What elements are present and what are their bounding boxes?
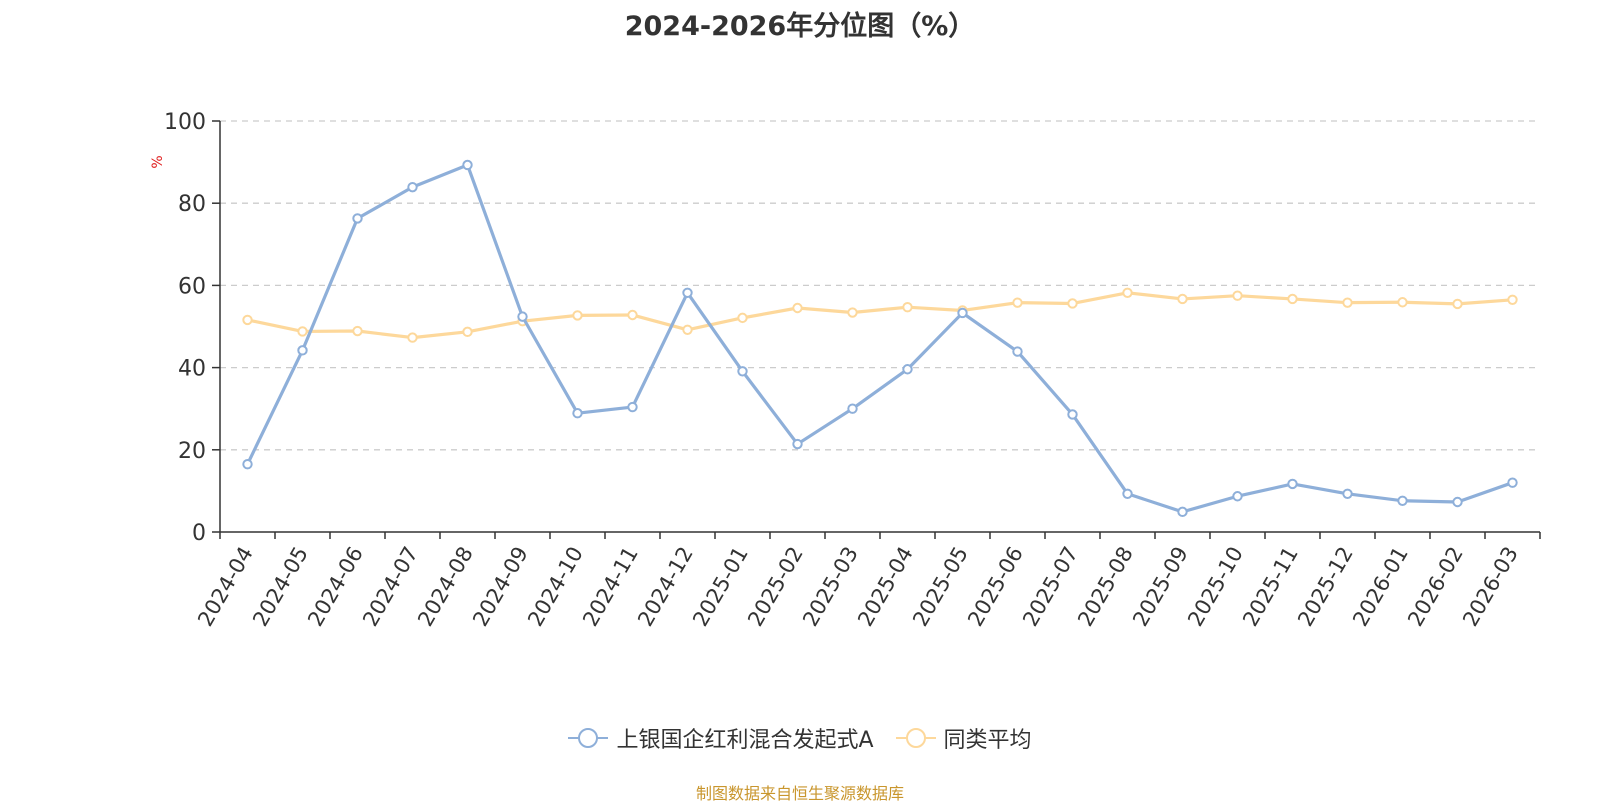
- data-point-s0-2025-09: [1177, 506, 1188, 518]
- data-point-s0-2024-08: [462, 159, 473, 171]
- data-point-s1-2024-06: [352, 325, 363, 337]
- y-tick-label-0: 0: [192, 521, 206, 546]
- source-footer: 制图数据来自恒生聚源数据库: [695, 784, 904, 803]
- data-point-s0-2025-12: [1342, 488, 1353, 499]
- data-point-s0-2025-02: [792, 438, 803, 450]
- data-point-s1-2025-11: [1287, 293, 1298, 305]
- data-point-s1-2026-01: [1397, 297, 1408, 308]
- series-lines: [242, 159, 1518, 518]
- data-point-s1-2025-01: [737, 312, 748, 324]
- legend-fund-label: 上银国企红利混合发起式A: [616, 728, 874, 753]
- data-point-s1-2024-05: [297, 326, 308, 337]
- data-point-s0-2024-05: [297, 345, 308, 356]
- data-point-s0-2024-09: [517, 311, 528, 322]
- y-tick-label-60: 60: [178, 274, 206, 299]
- data-point-s0-2025-05: [957, 307, 968, 319]
- x-tick-label-2026-03: 2026-03: [1458, 543, 1523, 631]
- data-point-s1-2024-08: [462, 326, 473, 338]
- data-point-s0-2026-01: [1397, 495, 1408, 506]
- data-point-s1-2026-03: [1507, 294, 1518, 305]
- data-point-s0-2024-06: [352, 213, 363, 224]
- data-point-s0-2024-07: [407, 181, 418, 193]
- data-point-s0-2025-01: [737, 366, 748, 377]
- grid-lines: [220, 120, 1540, 451]
- y-tick-label-100: 100: [164, 110, 206, 135]
- tick-labels: 020406080100%2024-042024-052024-062024-0…: [150, 110, 1523, 630]
- legend-average-label: 同类平均: [943, 728, 1032, 753]
- legend-item-fund[interactable]: 上银国企红利混合发起式A: [568, 722, 874, 754]
- data-point-s1-2024-10: [572, 310, 583, 321]
- data-point-s0-2026-02: [1452, 496, 1463, 508]
- data-point-s0-2025-10: [1232, 491, 1243, 502]
- data-point-s1-2025-07: [1067, 298, 1078, 309]
- data-point-s1-2025-08: [1122, 287, 1133, 298]
- data-point-s0-2025-03: [847, 403, 858, 414]
- chart-title: 2024-2026年分位图（%）: [624, 11, 976, 42]
- data-point-s1-2024-07: [407, 332, 418, 343]
- data-point-s1-2024-11: [627, 309, 638, 321]
- data-point-s1-2025-04: [902, 301, 913, 313]
- y-axis-label: %: [150, 155, 166, 168]
- data-point-s1-2026-02: [1452, 298, 1463, 310]
- axes: [212, 120, 1541, 539]
- data-point-s1-2025-12: [1342, 297, 1353, 308]
- data-point-s0-2024-11: [627, 401, 638, 413]
- data-point-s0-2026-03: [1507, 477, 1518, 488]
- data-point-s1-2025-09: [1177, 293, 1188, 305]
- data-point-s0-2024-12: [682, 287, 693, 298]
- data-point-s0-2025-04: [902, 364, 913, 375]
- legend: 上银国企红利混合发起式A 同类平均: [0, 722, 1600, 754]
- data-point-s0-2024-10: [572, 408, 583, 419]
- series-line-1: [247, 291, 1513, 340]
- y-tick-label-20: 20: [178, 439, 206, 464]
- data-point-s1-2025-03: [847, 307, 858, 318]
- y-tick-label-80: 80: [178, 192, 206, 217]
- data-point-s0-2025-07: [1067, 409, 1078, 420]
- data-point-s1-2025-02: [792, 302, 803, 314]
- y-tick-label-40: 40: [178, 357, 206, 382]
- data-point-s1-2025-06: [1012, 297, 1023, 308]
- data-point-s0-2025-06: [1012, 346, 1023, 357]
- data-point-s0-2024-04: [242, 458, 253, 470]
- data-point-s1-2024-04: [242, 314, 253, 326]
- data-point-s1-2025-10: [1232, 290, 1243, 301]
- data-point-s0-2025-11: [1287, 478, 1298, 490]
- legend-item-average[interactable]: 同类平均: [895, 722, 1032, 754]
- legend-average-marker-icon: [895, 728, 936, 748]
- series-line-0: [246, 163, 1514, 514]
- data-point-s1-2024-12: [682, 324, 693, 335]
- legend-fund-marker-icon: [568, 728, 609, 748]
- data-point-s0-2025-08: [1122, 488, 1133, 499]
